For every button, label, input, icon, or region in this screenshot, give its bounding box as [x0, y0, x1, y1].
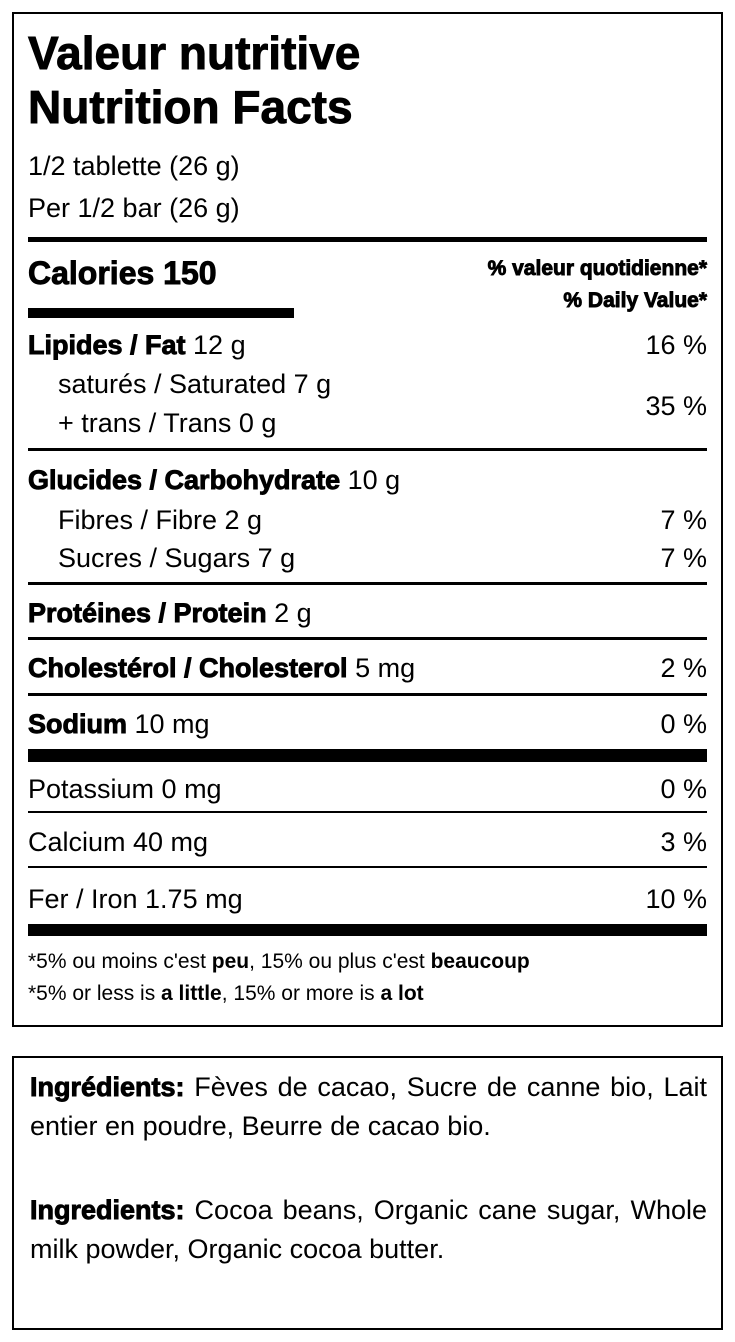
- ingredients-en-text: Cocoa beans, Organic cane sugar, Whole m…: [30, 1195, 707, 1264]
- fat-label: Lipides / Fat: [28, 330, 186, 361]
- divider: [28, 811, 707, 813]
- dv-header-en: % Daily Value*: [563, 289, 707, 313]
- carb-row: Glucides / Carbohydrate 10 g: [28, 464, 401, 496]
- divider: [28, 637, 707, 640]
- divider: [28, 866, 707, 868]
- ingredients-en: Ingredients: Cocoa beans, Organic cane s…: [30, 1191, 707, 1269]
- sodium-dv: 0 %: [660, 709, 707, 739]
- ingredients-en-label: Ingredients:: [30, 1195, 185, 1226]
- sat-trans-dv: 35 %: [645, 391, 707, 421]
- serving-en: Per 1/2 bar (26 g): [28, 193, 240, 223]
- ingredients-fr-text: Fèves de cacao, Sucre de canne bio, Lait…: [30, 1072, 707, 1141]
- iron-row: Fer / Iron 1.75 mg: [28, 884, 243, 914]
- sugars-dv: 7 %: [660, 543, 707, 573]
- protein-label: Protéines / Protein: [28, 598, 267, 629]
- ingredients-fr: Ingrédients: Fèves de cacao, Sucre de ca…: [30, 1068, 707, 1146]
- thick-divider: [28, 749, 707, 762]
- footnote-fr: *5% ou moins c'est peu, 15% ou plus c'es…: [28, 950, 530, 973]
- calories-bar: [28, 308, 294, 318]
- saturated-row: saturés / Saturated 7 g: [58, 369, 332, 399]
- footnote-en: *5% or less is a little, 15% or more is …: [28, 982, 424, 1005]
- trans-row: + trans / Trans 0 g: [58, 408, 277, 438]
- divider: [28, 448, 707, 451]
- title-fr: Valeur nutritive: [28, 27, 361, 79]
- fat-dv: 16 %: [645, 330, 707, 360]
- calcium-row: Calcium 40 mg: [28, 827, 209, 857]
- calories: Calories 150: [28, 255, 217, 292]
- sugars-row: Sucres / Sugars 7 g: [58, 543, 296, 573]
- thick-divider: [28, 924, 707, 936]
- sodium-row: Sodium 10 mg: [28, 708, 210, 740]
- iron-dv: 10 %: [645, 884, 707, 914]
- nutrition-facts-table: Valeur nutritive Nutrition Facts 1/2 tab…: [12, 12, 723, 1027]
- divider: [28, 693, 707, 696]
- sodium-label: Sodium: [28, 709, 128, 740]
- protein-row: Protéines / Protein 2 g: [28, 597, 312, 629]
- carb-amount: 10 g: [340, 465, 401, 495]
- calcium-dv: 3 %: [660, 827, 707, 857]
- thick-divider: [28, 237, 707, 242]
- protein-amount: 2 g: [266, 598, 312, 628]
- ingredients-box: Ingrédients: Fèves de cacao, Sucre de ca…: [12, 1056, 723, 1330]
- carb-label: Glucides / Carbohydrate: [28, 465, 341, 496]
- fat-amount: 12 g: [185, 330, 246, 360]
- cholesterol-amount: 5 mg: [347, 653, 416, 683]
- potassium-dv: 0 %: [660, 774, 707, 804]
- ingredients-fr-label: Ingrédients:: [30, 1072, 185, 1103]
- divider: [28, 582, 707, 585]
- fibre-row: Fibres / Fibre 2 g: [58, 505, 263, 535]
- potassium-row: Potassium 0 mg: [28, 774, 222, 804]
- cholesterol-label: Cholestérol / Cholesterol: [28, 653, 348, 684]
- title-en: Nutrition Facts: [28, 81, 353, 133]
- fibre-dv: 7 %: [660, 505, 707, 535]
- cholesterol-row: Cholestérol / Cholesterol 5 mg: [28, 652, 416, 684]
- serving-fr: 1/2 tablette (26 g): [28, 151, 240, 181]
- dv-header-fr: % valeur quotidienne*: [487, 257, 707, 281]
- cholesterol-dv: 2 %: [660, 653, 707, 683]
- fat-row: Lipides / Fat 12 g: [28, 329, 246, 361]
- sodium-amount: 10 mg: [127, 709, 210, 739]
